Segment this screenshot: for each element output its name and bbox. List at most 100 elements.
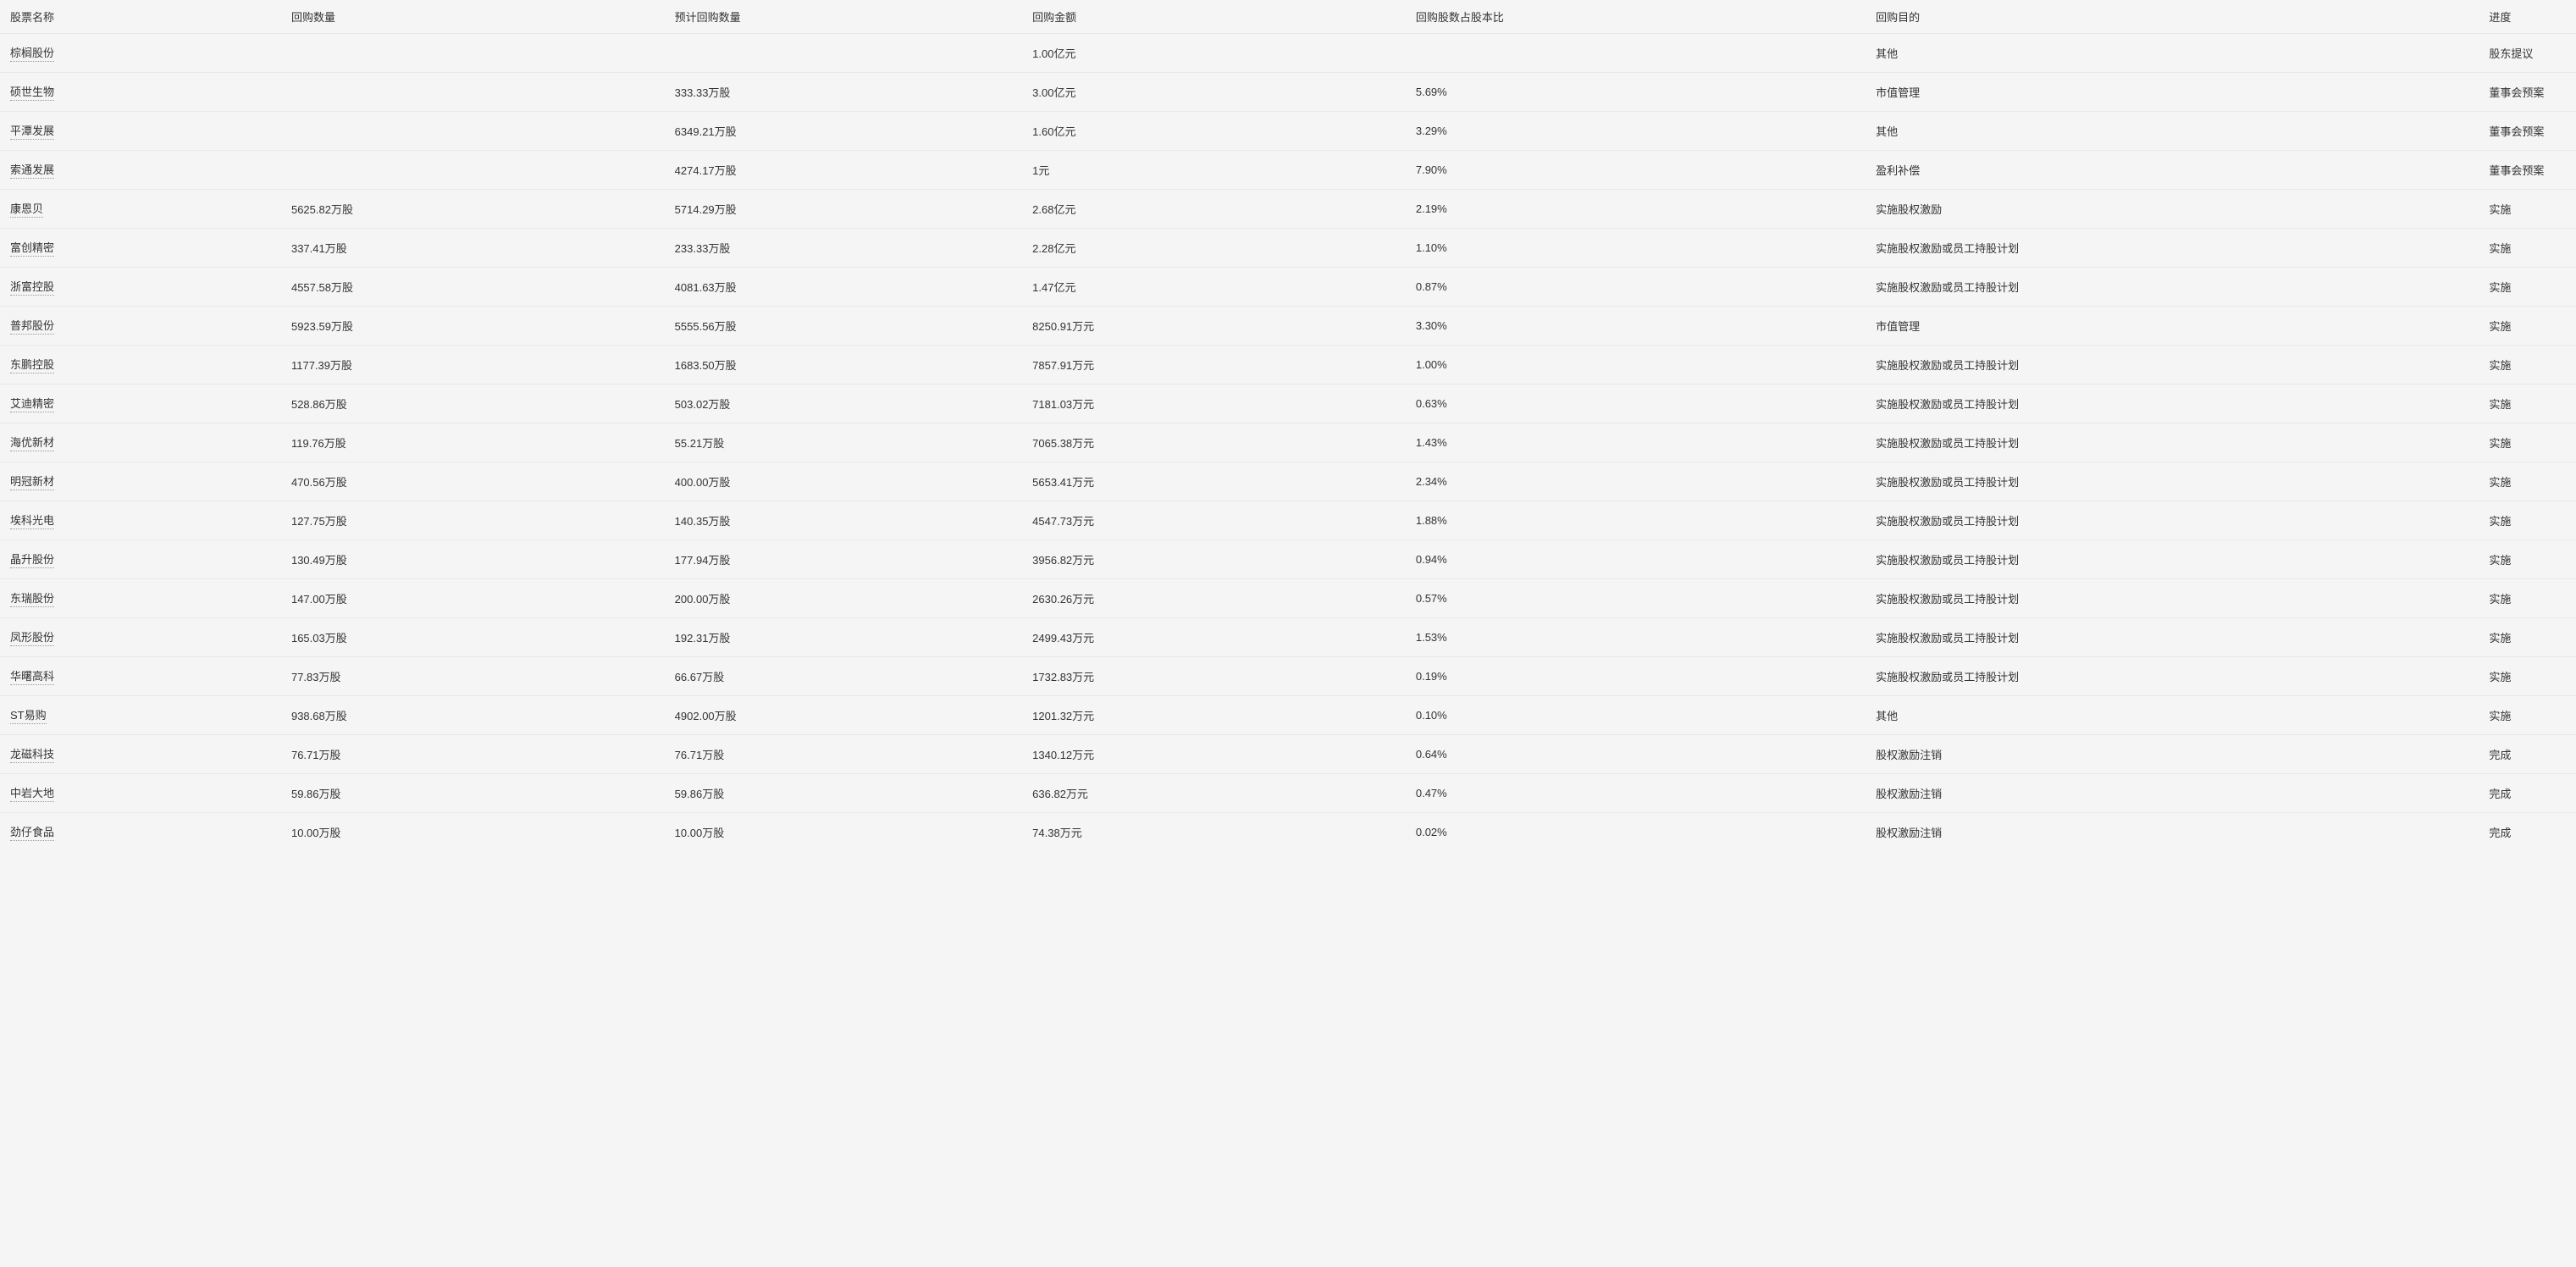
stock-name-link[interactable]: 中岩大地 [10,784,54,802]
cell-stock-name: 海优新材 [10,434,291,451]
cell-stock-name: 棕榈股份 [10,44,291,62]
cell-progress: 董事会预案 [2489,123,2576,139]
cell-quantity: 127.75万股 [291,512,675,528]
table-row: 硕世生物333.33万股3.00亿元5.69%市值管理董事会预案 [0,72,2576,111]
stock-name-link[interactable]: 富创精密 [10,239,54,257]
cell-ratio: 1.00% [1416,358,1876,371]
table-row: 华曙高科77.83万股66.67万股1732.83万元0.19%实施股权激励或员… [0,656,2576,695]
cell-ratio: 3.29% [1416,124,1876,137]
cell-amount: 2499.43万元 [1032,629,1416,645]
cell-stock-name: 东瑞股份 [10,589,291,607]
cell-progress: 实施 [2489,707,2576,723]
cell-quantity: 76.71万股 [291,746,675,762]
cell-estimated-quantity: 10.00万股 [675,824,1033,840]
header-purpose[interactable]: 回购目的 [1876,8,2489,25]
cell-quantity: 4557.58万股 [291,279,675,295]
cell-progress: 实施 [2489,240,2576,256]
cell-estimated-quantity: 200.00万股 [675,590,1033,606]
cell-progress: 实施 [2489,357,2576,373]
cell-estimated-quantity: 177.94万股 [675,551,1033,567]
stock-name-link[interactable]: 东瑞股份 [10,589,54,607]
cell-stock-name: 埃科光电 [10,512,291,529]
cell-estimated-quantity: 76.71万股 [675,746,1033,762]
cell-estimated-quantity: 233.33万股 [675,240,1033,256]
stock-name-link[interactable]: 棕榈股份 [10,44,54,62]
cell-amount: 74.38万元 [1032,824,1416,840]
cell-estimated-quantity: 4081.63万股 [675,279,1033,295]
cell-purpose: 股权激励注销 [1876,746,2489,762]
stock-name-link[interactable]: 艾迪精密 [10,395,54,412]
cell-amount: 636.82万元 [1032,785,1416,801]
cell-ratio: 0.94% [1416,553,1876,566]
cell-quantity: 130.49万股 [291,551,675,567]
cell-amount: 2.68亿元 [1032,201,1416,217]
header-quantity[interactable]: 回购数量 [291,8,675,25]
cell-estimated-quantity: 333.33万股 [675,84,1033,100]
cell-progress: 完成 [2489,785,2576,801]
header-amount[interactable]: 回购金额 [1032,8,1416,25]
stock-name-link[interactable]: 埃科光电 [10,512,54,529]
cell-purpose: 市值管理 [1876,84,2489,100]
cell-quantity: 528.86万股 [291,396,675,412]
cell-ratio: 0.10% [1416,709,1876,722]
cell-quantity: 119.76万股 [291,434,675,451]
header-ratio[interactable]: 回购股数占股本比 [1416,8,1876,25]
cell-amount: 7065.38万元 [1032,434,1416,451]
cell-purpose: 盈利补偿 [1876,162,2489,178]
stock-name-link[interactable]: 普邦股份 [10,317,54,335]
cell-purpose: 实施股权激励或员工持股计划 [1876,590,2489,606]
stock-name-link[interactable]: 硕世生物 [10,83,54,101]
cell-stock-name: 艾迪精密 [10,395,291,412]
cell-ratio: 7.90% [1416,163,1876,176]
cell-progress: 实施 [2489,590,2576,606]
cell-progress: 实施 [2489,318,2576,334]
stock-name-link[interactable]: 平潭发展 [10,122,54,140]
cell-purpose: 实施股权激励或员工持股计划 [1876,357,2489,373]
cell-stock-name: 康恩贝 [10,200,291,218]
stock-name-link[interactable]: 晶升股份 [10,551,54,568]
table-row: 艾迪精密528.86万股503.02万股7181.03万元0.63%实施股权激励… [0,384,2576,423]
cell-amount: 4547.73万元 [1032,512,1416,528]
stock-name-link[interactable]: 龙磁科技 [10,745,54,763]
cell-progress: 实施 [2489,512,2576,528]
stock-name-link[interactable]: 康恩贝 [10,200,43,218]
cell-purpose: 市值管理 [1876,318,2489,334]
stock-name-link[interactable]: 海优新材 [10,434,54,451]
cell-ratio: 1.53% [1416,631,1876,644]
stock-name-link[interactable]: 劲仔食品 [10,823,54,841]
cell-purpose: 其他 [1876,123,2489,139]
cell-purpose: 实施股权激励或员工持股计划 [1876,668,2489,684]
cell-stock-name: 凤形股份 [10,628,291,646]
stock-name-link[interactable]: 东鹏控股 [10,356,54,373]
cell-stock-name: 晶升股份 [10,551,291,568]
cell-estimated-quantity: 192.31万股 [675,629,1033,645]
cell-estimated-quantity: 5714.29万股 [675,201,1033,217]
stock-name-link[interactable]: 索通发展 [10,161,54,179]
table-row: 浙富控股4557.58万股4081.63万股1.47亿元0.87%实施股权激励或… [0,267,2576,306]
buyback-table: 股票名称 回购数量 预计回购数量 回购金额 回购股数占股本比 回购目的 进度 棕… [0,0,2576,851]
cell-amount: 3956.82万元 [1032,551,1416,567]
stock-name-link[interactable]: 明冠新材 [10,473,54,490]
cell-stock-name: 龙磁科技 [10,745,291,763]
cell-progress: 股东提议 [2489,45,2576,61]
cell-purpose: 股权激励注销 [1876,785,2489,801]
cell-quantity: 5923.59万股 [291,318,675,334]
cell-amount: 5653.41万元 [1032,473,1416,490]
cell-purpose: 股权激励注销 [1876,824,2489,840]
cell-amount: 2630.26万元 [1032,590,1416,606]
cell-ratio: 0.63% [1416,397,1876,410]
stock-name-link[interactable]: 凤形股份 [10,628,54,646]
header-estimated-quantity[interactable]: 预计回购数量 [675,8,1033,25]
table-row: 东鹏控股1177.39万股1683.50万股7857.91万元1.00%实施股权… [0,345,2576,384]
header-stock-name[interactable]: 股票名称 [10,8,291,25]
cell-ratio: 0.64% [1416,748,1876,761]
table-row: 埃科光电127.75万股140.35万股4547.73万元1.88%实施股权激励… [0,501,2576,539]
stock-name-link[interactable]: 浙富控股 [10,278,54,296]
cell-quantity: 147.00万股 [291,590,675,606]
table-row: 康恩贝5625.82万股5714.29万股2.68亿元2.19%实施股权激励实施 [0,189,2576,228]
table-row: 东瑞股份147.00万股200.00万股2630.26万元0.57%实施股权激励… [0,578,2576,617]
stock-name-link[interactable]: ST易购 [10,706,47,724]
stock-name-link[interactable]: 华曙高科 [10,667,54,685]
table-row: 富创精密337.41万股233.33万股2.28亿元1.10%实施股权激励或员工… [0,228,2576,267]
header-progress[interactable]: 进度 [2489,8,2576,25]
